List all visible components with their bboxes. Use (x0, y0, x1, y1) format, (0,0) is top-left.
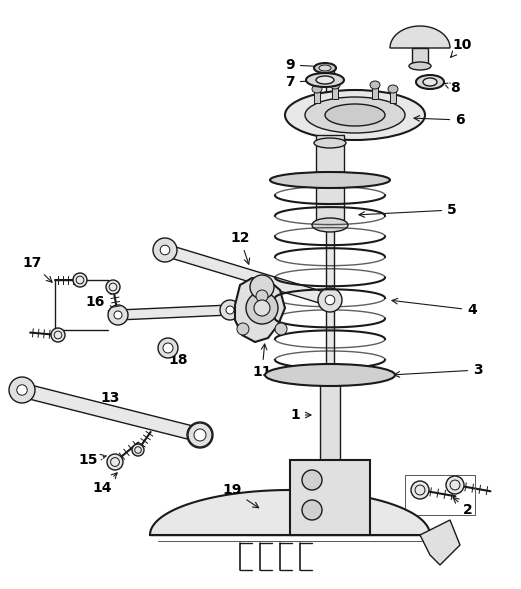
Circle shape (158, 338, 178, 358)
Bar (320, 382, 340, 470)
Ellipse shape (388, 85, 398, 93)
Polygon shape (163, 244, 332, 306)
Text: 9: 9 (285, 58, 326, 72)
Text: 8: 8 (444, 81, 460, 95)
Text: 15: 15 (78, 453, 106, 467)
Circle shape (194, 429, 206, 441)
Text: 14: 14 (92, 473, 117, 495)
Circle shape (73, 273, 87, 287)
Text: 3: 3 (394, 363, 483, 377)
Text: 6: 6 (414, 113, 465, 127)
Text: 13: 13 (101, 391, 120, 411)
Bar (390, 91, 396, 103)
Polygon shape (235, 278, 285, 342)
Circle shape (220, 300, 240, 320)
Circle shape (114, 311, 122, 319)
Circle shape (250, 275, 274, 299)
Bar (405, 475, 475, 515)
Text: 18: 18 (168, 350, 188, 367)
Polygon shape (118, 305, 230, 320)
Circle shape (415, 485, 425, 495)
Polygon shape (390, 26, 450, 48)
Circle shape (246, 292, 278, 324)
Text: 5: 5 (359, 203, 457, 217)
Circle shape (51, 328, 65, 342)
Circle shape (153, 238, 177, 262)
Bar (332, 87, 338, 99)
Circle shape (226, 306, 234, 314)
Ellipse shape (265, 364, 395, 386)
Text: 11: 11 (252, 344, 272, 379)
Ellipse shape (312, 85, 322, 93)
Text: 2: 2 (453, 498, 473, 517)
Circle shape (110, 458, 119, 466)
Circle shape (450, 480, 460, 490)
Text: 4: 4 (392, 299, 477, 317)
Circle shape (254, 300, 270, 316)
Circle shape (107, 454, 123, 470)
Circle shape (302, 470, 322, 490)
Text: 17: 17 (22, 256, 52, 282)
Circle shape (163, 343, 173, 353)
Ellipse shape (314, 63, 336, 73)
Ellipse shape (409, 62, 431, 70)
Circle shape (160, 245, 170, 255)
Circle shape (76, 276, 84, 284)
Circle shape (132, 444, 144, 456)
Text: 19: 19 (222, 483, 258, 508)
Circle shape (106, 280, 120, 294)
Ellipse shape (314, 138, 346, 148)
Polygon shape (150, 490, 430, 535)
Text: 12: 12 (230, 231, 250, 264)
Circle shape (195, 430, 205, 440)
Bar (372, 87, 378, 99)
Polygon shape (20, 383, 202, 442)
Circle shape (275, 323, 287, 335)
Ellipse shape (319, 65, 331, 71)
Ellipse shape (285, 90, 425, 140)
Ellipse shape (316, 76, 334, 84)
Circle shape (135, 446, 141, 454)
Ellipse shape (306, 73, 344, 87)
Bar (314, 91, 320, 103)
Text: 10: 10 (451, 38, 472, 57)
Circle shape (9, 377, 35, 403)
Polygon shape (420, 520, 460, 565)
Ellipse shape (416, 75, 444, 89)
Bar (290, 460, 370, 535)
Ellipse shape (370, 81, 380, 89)
Bar (326, 70, 334, 430)
Bar (316, 135, 344, 220)
Ellipse shape (270, 172, 390, 188)
Circle shape (109, 283, 117, 291)
Ellipse shape (423, 78, 437, 86)
Circle shape (318, 288, 342, 312)
Ellipse shape (330, 81, 340, 89)
Circle shape (237, 323, 249, 335)
Ellipse shape (312, 218, 348, 232)
Text: 7: 7 (285, 75, 331, 89)
Circle shape (325, 295, 335, 305)
Circle shape (54, 331, 62, 339)
Ellipse shape (305, 97, 405, 133)
Circle shape (188, 423, 212, 447)
Circle shape (411, 481, 429, 499)
Circle shape (256, 290, 268, 302)
Circle shape (187, 422, 213, 448)
Circle shape (446, 476, 464, 494)
Text: 16: 16 (85, 295, 114, 311)
Circle shape (302, 500, 322, 520)
Text: 1: 1 (290, 408, 311, 422)
Circle shape (17, 385, 27, 395)
Circle shape (108, 305, 128, 325)
Bar (412, 48, 428, 66)
Ellipse shape (325, 104, 385, 126)
